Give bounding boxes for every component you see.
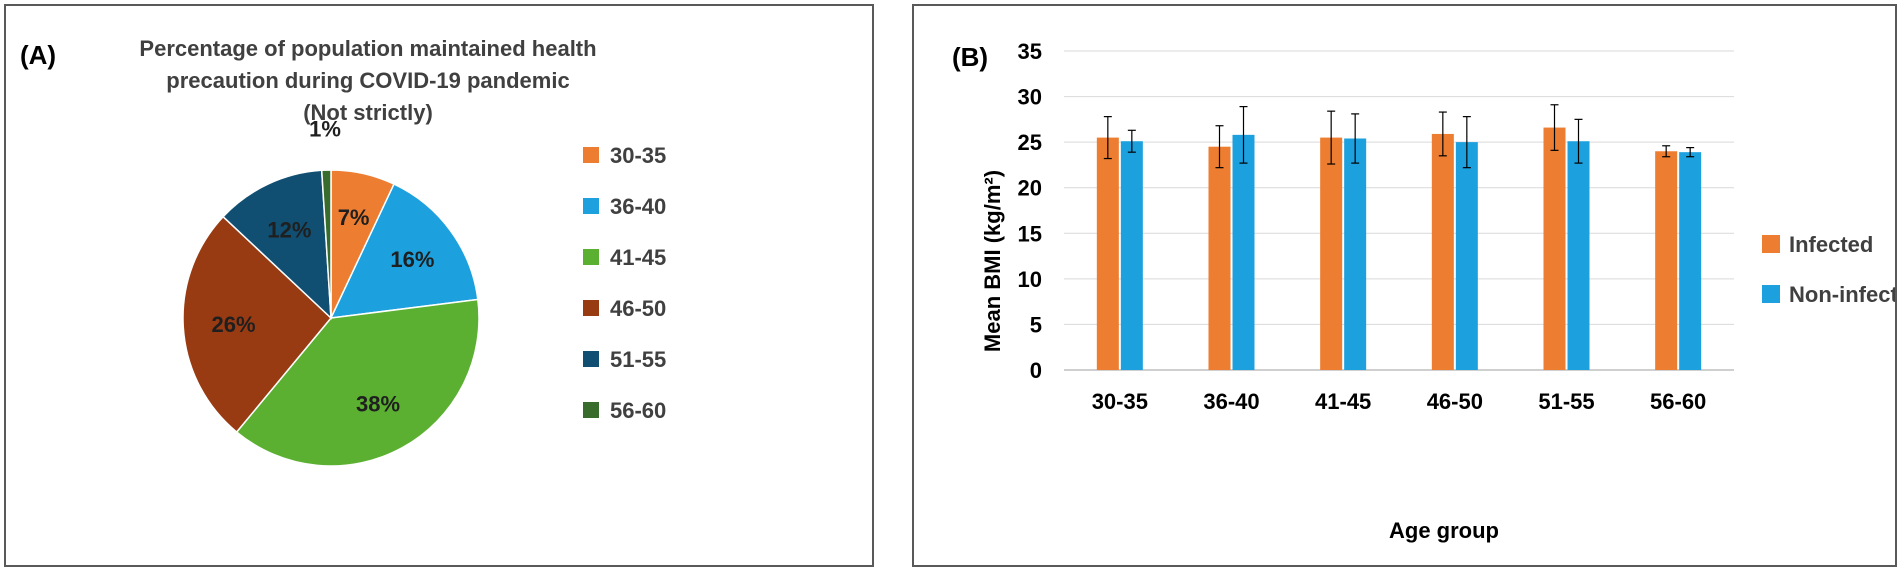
x-tick-label-41-45: 41-45 [1315,389,1371,414]
error-bar-Infected-46-50 [1438,111,1447,157]
legend-label-41-45: 41-45 [610,245,666,270]
error-bar-Infected-36-40 [1215,125,1224,169]
pie-value-label-51-55: 12% [267,218,311,243]
bar-Non-infected-41-45 [1344,138,1367,370]
x-tick-label-36-40: 36-40 [1203,389,1259,414]
pie-slice-56-60 [320,169,332,319]
pie-slice-46-50 [182,215,333,434]
pie-value-label-36-40: 16% [390,247,434,272]
bar-Infected-41-45 [1320,137,1343,370]
pie-title-line-1: Percentage of population maintained heal… [139,36,596,61]
y-axis-label: Mean BMI (kg/m²) [980,170,1005,352]
legend-swatch-41-45 [583,249,599,265]
legend-swatch-51-55 [583,351,599,367]
pie-slice-36-40 [329,183,479,319]
bar-chart-panel: (B) 0 5 10 15 20 25 30 35 30-35 36-40 41-45 46-50 5… [912,4,1897,567]
error-bar-Infected-56-60 [1662,145,1671,158]
error-bar-Non-infected-41-45 [1351,113,1360,164]
pie-title-line-3: (Not strictly) [303,100,433,125]
x-axis-label: Age group [1389,518,1499,543]
y-tick-label-0: 0 [1030,358,1042,383]
x-tick-label-46-50: 46-50 [1427,389,1483,414]
bar-chart: (B) 0 5 10 15 20 25 30 35 30-35 36-40 41-45 46-50 5… [952,39,1895,543]
x-tick-label-51-55: 51-55 [1538,389,1594,414]
error-bar-Infected-30-35 [1103,116,1112,160]
legend-label-56-60: 56-60 [610,398,666,423]
bar-Infected-51-55 [1543,127,1566,370]
legend-swatch-46-50 [583,300,599,316]
legend-swatch-Non-infected [1762,285,1780,303]
legend-swatch-Infected [1762,235,1780,253]
bar-Infected-36-40 [1208,146,1231,370]
pie-title-line-2: precaution during COVID-19 pandemic [166,68,569,93]
bar-Non-infected-51-55 [1567,141,1590,370]
error-bar-Non-infected-51-55 [1574,118,1583,164]
bar-Infected-56-60 [1655,151,1678,370]
legend-label-Non-infected: Non-infected [1789,282,1895,307]
bar-Infected-30-35 [1096,137,1119,370]
pie-slice-41-45 [235,298,480,467]
error-bar-Non-infected-36-40 [1239,105,1248,164]
x-tick-label-56-60: 56-60 [1650,389,1706,414]
bar-Non-infected-36-40 [1232,134,1255,370]
legend-swatch-56-60 [583,402,599,418]
bar-Non-infected-46-50 [1455,142,1478,370]
pie-value-label-46-50: 26% [211,312,255,337]
y-tick-label-25: 25 [1018,130,1042,155]
legend-label-36-40: 36-40 [610,194,666,219]
panel-label-a: (A) [20,40,56,70]
error-bar-Infected-41-45 [1327,110,1336,165]
legend-swatch-36-40 [583,198,599,214]
error-bar-Non-infected-56-60 [1686,147,1695,158]
bar-Infected-46-50 [1431,133,1454,370]
y-tick-label-35: 35 [1018,39,1042,64]
y-tick-label-20: 20 [1018,176,1042,201]
y-tick-label-15: 15 [1018,221,1042,246]
bar-Non-infected-56-60 [1679,152,1702,370]
error-bar-Infected-51-55 [1550,104,1559,151]
legend-label-51-55: 51-55 [610,347,666,372]
pie-slice-51-55 [222,169,332,320]
legend-label-46-50: 46-50 [610,296,666,321]
y-tick-label-10: 10 [1018,267,1042,292]
pie-value-label-30-35: 7% [338,205,370,230]
pie-value-label-41-45: 38% [356,392,400,417]
panel-label-b: (B) [952,42,988,72]
error-bar-Non-infected-30-35 [1127,129,1136,153]
pie-chart: (A) Percentage of population maintained … [20,36,666,467]
bar-Non-infected-30-35 [1120,141,1143,370]
x-tick-label-30-35: 30-35 [1092,389,1148,414]
legend-swatch-30-35 [583,147,599,163]
pie-value-label-56-60: 1% [309,117,341,142]
y-tick-label-30: 30 [1018,85,1042,110]
legend-label-Infected: Infected [1789,232,1873,257]
error-bar-Non-infected-46-50 [1462,116,1471,169]
legend-label-30-35: 30-35 [610,143,666,168]
pie-chart-panel: (A) Percentage of population maintained … [4,4,874,567]
y-tick-label-5: 5 [1030,312,1042,337]
